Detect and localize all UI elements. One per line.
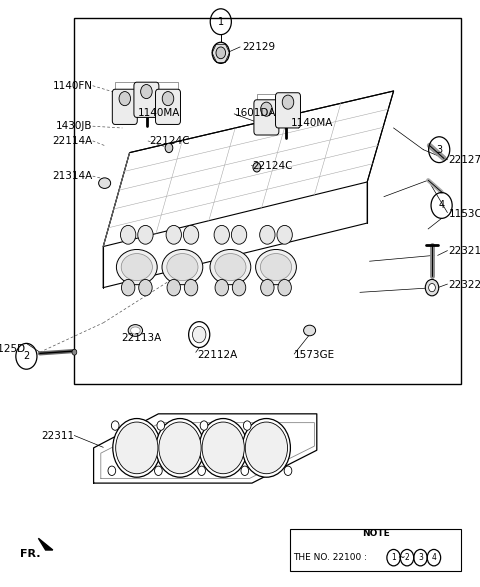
FancyBboxPatch shape (254, 100, 279, 135)
Circle shape (116, 422, 158, 474)
Ellipse shape (116, 249, 157, 285)
Text: 22124C: 22124C (149, 136, 189, 146)
FancyBboxPatch shape (156, 89, 180, 124)
Text: NOTE: NOTE (362, 529, 389, 538)
Text: 22124C: 22124C (252, 160, 292, 171)
Circle shape (72, 349, 77, 355)
Text: 22321: 22321 (448, 245, 480, 256)
Circle shape (261, 102, 272, 116)
Text: 22125D: 22125D (0, 344, 25, 355)
Circle shape (243, 421, 251, 430)
FancyBboxPatch shape (134, 82, 159, 117)
Text: 1601DA: 1601DA (235, 107, 276, 118)
Text: FR.: FR. (20, 549, 41, 559)
Text: 3: 3 (436, 144, 442, 155)
Text: 1140MA: 1140MA (290, 118, 333, 129)
Circle shape (261, 279, 274, 296)
Ellipse shape (121, 254, 152, 281)
Text: 22114A: 22114A (52, 136, 93, 146)
Text: ~: ~ (396, 553, 404, 562)
Text: 4: 4 (432, 553, 436, 562)
Ellipse shape (98, 178, 110, 188)
Circle shape (241, 466, 249, 475)
Circle shape (120, 225, 136, 244)
Circle shape (199, 419, 247, 477)
Circle shape (245, 422, 288, 474)
Circle shape (232, 279, 246, 296)
FancyBboxPatch shape (112, 89, 137, 124)
Circle shape (108, 466, 116, 475)
Circle shape (184, 279, 198, 296)
Circle shape (111, 421, 119, 430)
Ellipse shape (128, 325, 143, 336)
Circle shape (282, 95, 294, 109)
Text: 22311: 22311 (41, 430, 74, 441)
Circle shape (113, 419, 161, 477)
Text: 1430JB: 1430JB (56, 121, 93, 131)
Ellipse shape (210, 249, 251, 285)
Circle shape (139, 279, 152, 296)
Ellipse shape (131, 327, 140, 334)
Circle shape (183, 225, 199, 244)
Text: 22113A: 22113A (121, 332, 161, 343)
Text: 1: 1 (218, 16, 224, 27)
Circle shape (166, 225, 181, 244)
Polygon shape (38, 538, 53, 550)
Circle shape (155, 466, 162, 475)
Ellipse shape (304, 325, 316, 336)
Text: 1140FN: 1140FN (53, 80, 93, 91)
Circle shape (242, 419, 290, 477)
Ellipse shape (255, 249, 296, 285)
Circle shape (212, 42, 229, 63)
Text: 1140MA: 1140MA (138, 107, 180, 118)
Circle shape (165, 143, 173, 153)
Circle shape (192, 326, 206, 343)
FancyBboxPatch shape (276, 93, 300, 128)
Ellipse shape (162, 249, 203, 285)
Text: 22127A: 22127A (448, 154, 480, 165)
Circle shape (167, 279, 180, 296)
Text: 2: 2 (405, 553, 409, 562)
Circle shape (119, 92, 131, 106)
Circle shape (231, 225, 247, 244)
Circle shape (157, 421, 165, 430)
Bar (74, 18, 461, 384)
Circle shape (198, 466, 205, 475)
Circle shape (121, 279, 135, 296)
Text: 3: 3 (418, 553, 423, 562)
Text: 4: 4 (439, 200, 444, 211)
Circle shape (189, 322, 210, 348)
Circle shape (200, 421, 208, 430)
Text: 22112A: 22112A (197, 350, 237, 360)
Circle shape (156, 419, 204, 477)
Circle shape (425, 279, 439, 296)
Circle shape (260, 225, 275, 244)
Text: 22129: 22129 (242, 42, 276, 52)
Circle shape (277, 225, 292, 244)
Ellipse shape (260, 254, 292, 281)
Text: 22322: 22322 (448, 279, 480, 290)
Circle shape (214, 225, 229, 244)
Text: 1573GE: 1573GE (294, 350, 336, 360)
Circle shape (162, 92, 174, 106)
Circle shape (138, 225, 153, 244)
Circle shape (284, 466, 292, 475)
Text: 1: 1 (391, 553, 396, 562)
Circle shape (278, 279, 291, 296)
Circle shape (215, 279, 228, 296)
Text: 1153CA: 1153CA (448, 208, 480, 219)
Ellipse shape (215, 254, 246, 281)
Circle shape (253, 163, 261, 172)
Circle shape (202, 422, 244, 474)
Circle shape (429, 284, 435, 292)
Text: THE NO. 22100 :: THE NO. 22100 : (293, 553, 370, 562)
Text: 21314A: 21314A (52, 171, 93, 181)
Circle shape (141, 85, 152, 99)
Circle shape (216, 47, 226, 59)
Circle shape (159, 422, 201, 474)
Ellipse shape (167, 254, 198, 281)
FancyBboxPatch shape (290, 529, 461, 571)
Text: 2: 2 (23, 351, 30, 362)
